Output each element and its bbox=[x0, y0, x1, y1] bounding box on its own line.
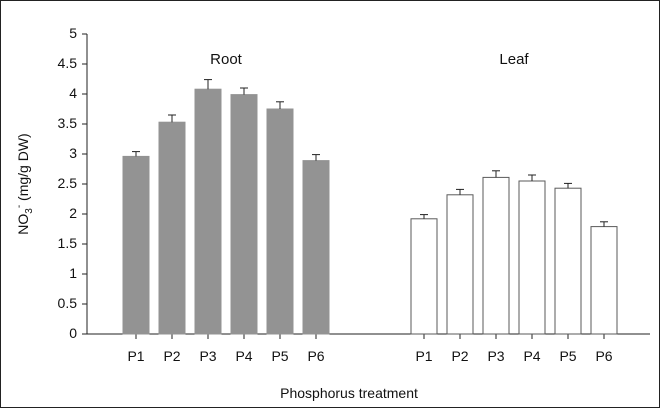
y-tick-label-5: 2.5 bbox=[58, 175, 78, 191]
y-tick-label-0: 0 bbox=[69, 325, 77, 341]
error-bar-1-0 bbox=[420, 214, 428, 219]
x-tick-label-0-4: P5 bbox=[271, 348, 288, 364]
x-tick-label-1-0: P1 bbox=[415, 348, 432, 364]
y-tick-label-3: 1.5 bbox=[58, 235, 78, 251]
bar-1-3 bbox=[518, 180, 546, 335]
bar-0-4 bbox=[266, 108, 294, 335]
y-axis-title-subscript: 3 bbox=[24, 208, 35, 214]
error-bar-0-5 bbox=[312, 154, 320, 161]
x-tick-label-1-2: P3 bbox=[487, 348, 504, 364]
group-title-0: Root bbox=[210, 51, 243, 68]
group-title-1: Leaf bbox=[499, 51, 529, 68]
x-tick-label-1-3: P4 bbox=[523, 348, 540, 364]
bar-0-1 bbox=[158, 121, 186, 335]
x-tick-label-1-5: P6 bbox=[595, 348, 612, 364]
y-tick-label-7: 3.5 bbox=[58, 115, 78, 131]
error-bar-0-3 bbox=[240, 87, 248, 95]
y-tick-label-2: 1 bbox=[69, 265, 77, 281]
x-tick-label-0-0: P1 bbox=[127, 348, 144, 364]
x-tick-label-1-1: P2 bbox=[451, 348, 468, 364]
y-tick-label-1: 0.5 bbox=[58, 295, 78, 311]
error-bar-0-0 bbox=[132, 151, 140, 157]
bar-1-1 bbox=[446, 194, 474, 335]
bar-0-3 bbox=[230, 94, 258, 335]
y-axis-title-suffix: (mg/g DW) bbox=[15, 133, 31, 205]
error-bar-1-5 bbox=[600, 221, 608, 227]
group-titles: Root Leaf bbox=[210, 51, 529, 68]
x-tick-label-0-5: P6 bbox=[307, 348, 324, 364]
y-tick-label-8: 4 bbox=[69, 85, 77, 101]
bar-1-2 bbox=[482, 176, 510, 335]
y-tick-label-9: 4.5 bbox=[58, 55, 78, 71]
y-tick-label-6: 3 bbox=[69, 145, 77, 161]
bar-0-5 bbox=[302, 160, 330, 335]
error-bar-1-2 bbox=[492, 170, 500, 178]
bar-0-2 bbox=[194, 88, 222, 335]
error-bar-1-3 bbox=[528, 174, 536, 181]
bars bbox=[122, 88, 618, 335]
bar-0-0 bbox=[122, 155, 150, 335]
x-tick-label-0-1: P2 bbox=[163, 348, 180, 364]
error-bar-1-1 bbox=[456, 188, 464, 195]
error-bar-0-2 bbox=[204, 79, 212, 90]
x-tick-label-0-3: P4 bbox=[235, 348, 252, 364]
y-axis-title-prefix: NO bbox=[15, 214, 31, 235]
bar-1-4 bbox=[554, 187, 582, 335]
error-bars bbox=[132, 79, 608, 227]
x-axis-title: Phosphorus treatment bbox=[280, 385, 418, 401]
y-axis-title-superscript: - bbox=[14, 205, 25, 208]
x-tick-label-0-2: P3 bbox=[199, 348, 216, 364]
y-axis-title: NO3- (mg/g DW) bbox=[14, 133, 35, 234]
y-tick-label-10: 5 bbox=[69, 25, 77, 41]
error-bar-0-4 bbox=[276, 101, 284, 109]
x-ticks: P1 P2 P3 P4 P5 P6 P1 P2 P3 P4 P5 P6 bbox=[127, 334, 613, 364]
error-bar-0-1 bbox=[168, 114, 176, 123]
bar-1-0 bbox=[410, 218, 438, 335]
bar-1-5 bbox=[590, 226, 618, 335]
y-ticks: 0 0.5 1 1.5 2 2.5 3 3.5 4 4.5 5 bbox=[58, 25, 87, 341]
error-bar-1-4 bbox=[564, 182, 572, 189]
y-tick-label-4: 2 bbox=[69, 205, 77, 221]
x-tick-label-1-4: P5 bbox=[559, 348, 576, 364]
